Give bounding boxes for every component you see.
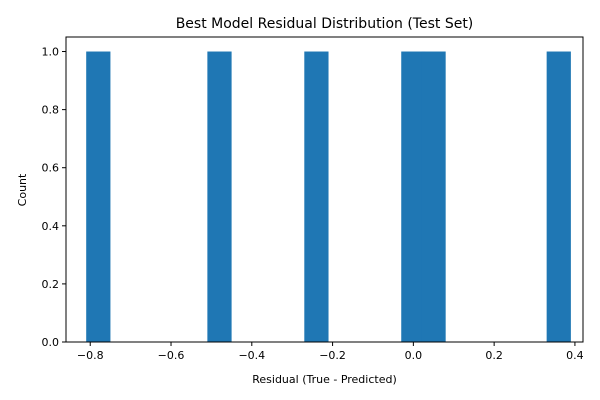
- y-tick-label: 0.2: [42, 278, 60, 291]
- histogram-bar: [86, 51, 111, 343]
- x-tick-label: 0.4: [566, 349, 584, 362]
- histogram-bar: [546, 51, 571, 343]
- y-axis-title: Count: [16, 173, 29, 206]
- axes-layer: [65, 36, 584, 343]
- x-tick-label: 0.0: [405, 349, 423, 362]
- bars-layer: [86, 51, 571, 343]
- y-tick-label: 1.0: [42, 46, 60, 59]
- x-tick-label: −0.2: [319, 349, 346, 362]
- histogram-bar: [401, 51, 426, 343]
- x-tick-label: 0.2: [485, 349, 503, 362]
- y-tick-label: 0.6: [42, 162, 60, 175]
- x-axis-ticks: −0.8 −0.6 −0.4 −0.2 0.0 0.2 0.4: [77, 342, 584, 362]
- y-tick-label: 0.8: [42, 104, 60, 117]
- y-axis-ticks: 0.0 0.2 0.4 0.6 0.8 1.0: [42, 46, 66, 349]
- x-tick-label: −0.4: [238, 349, 265, 362]
- histogram-bar: [421, 51, 446, 343]
- y-tick-label: 0.4: [42, 220, 60, 233]
- plot-frame: [65, 36, 584, 343]
- histogram-bar: [207, 51, 232, 343]
- x-tick-label: −0.6: [158, 349, 185, 362]
- chart-title: Best Model Residual Distribution (Test S…: [176, 16, 474, 32]
- x-axis-title: Residual (True - Predicted): [252, 373, 397, 386]
- histogram-bar: [304, 51, 329, 343]
- x-tick-label: −0.8: [77, 349, 104, 362]
- y-tick-label: 0.0: [42, 336, 60, 349]
